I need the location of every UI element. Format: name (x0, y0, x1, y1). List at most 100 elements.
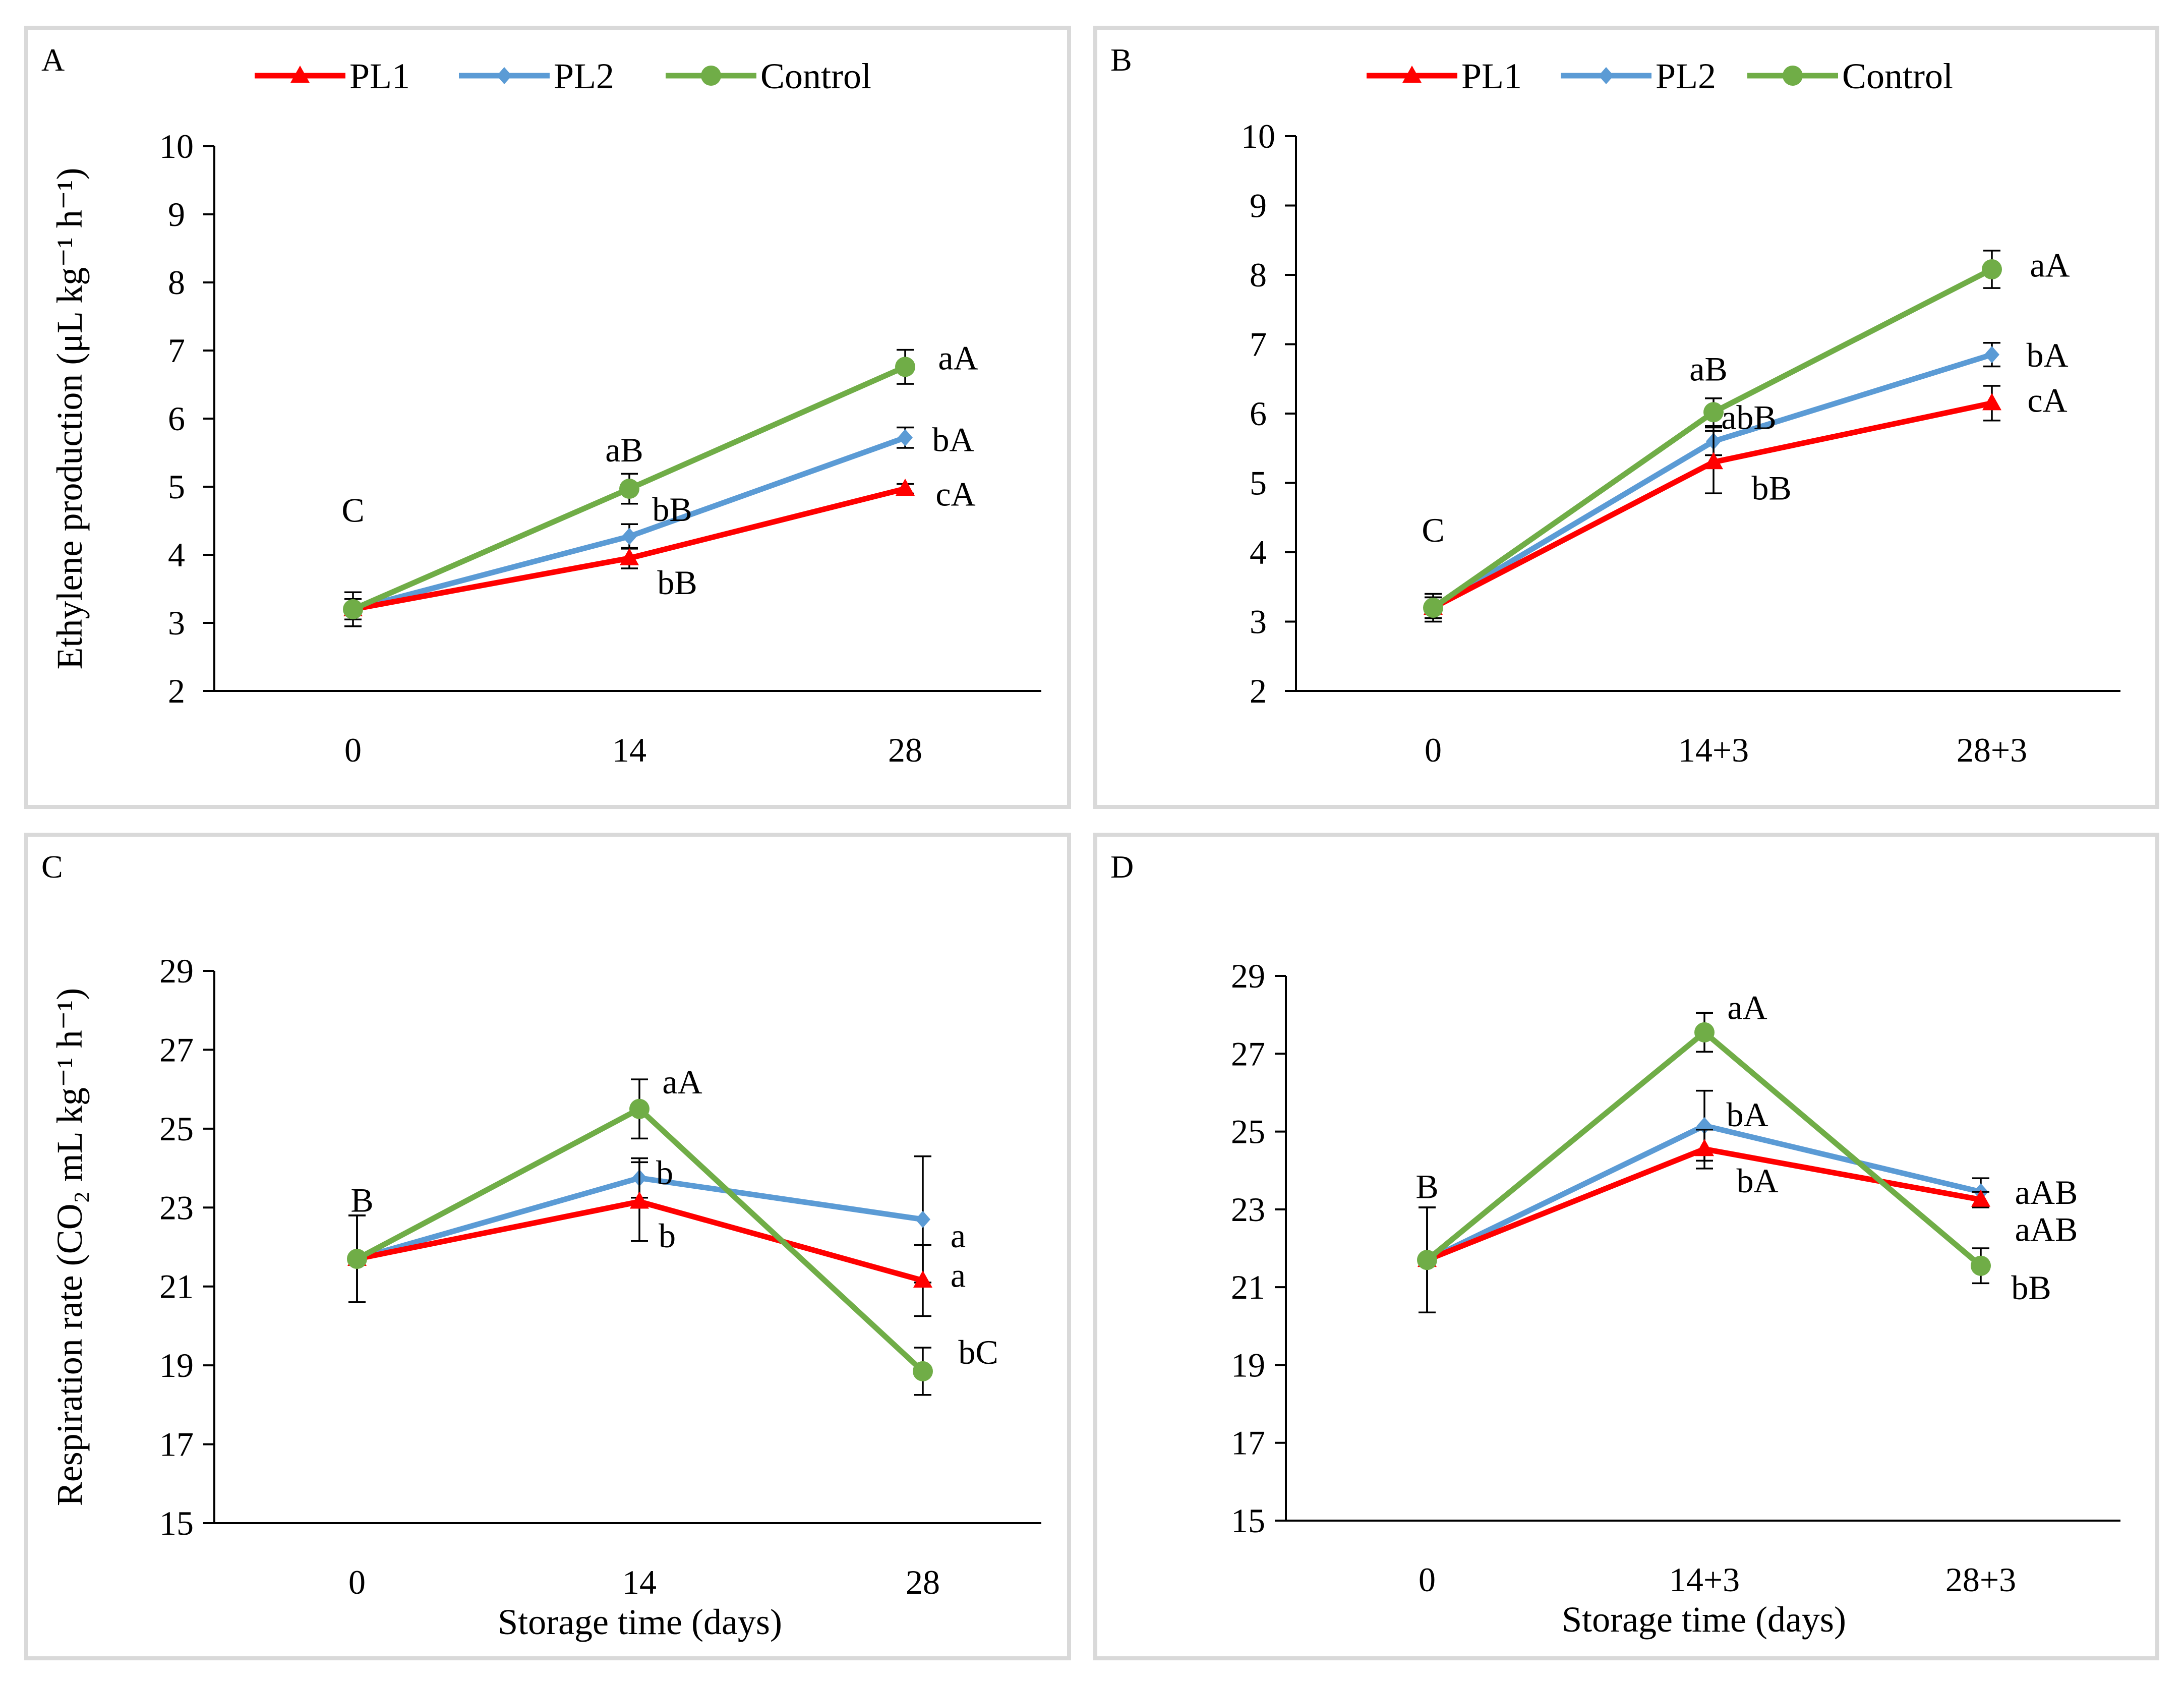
y-tick-label: 8 (168, 263, 185, 302)
y-tick-label: 19 (159, 1346, 194, 1384)
y-tick-label: 15 (159, 1504, 194, 1542)
panel-frame (24, 833, 1071, 1660)
data-point-control (1423, 598, 1443, 618)
legend-label-control: Control (760, 56, 871, 96)
data-point-pl1 (1982, 393, 2001, 411)
y-tick-label: 27 (1231, 1034, 1265, 1073)
x-tick-label: 0 (1419, 1560, 1436, 1599)
panel-letter: C (41, 849, 63, 885)
data-point-pl2 (622, 528, 637, 545)
significance-label: aA (662, 1063, 702, 1101)
series-control (343, 349, 915, 627)
data-point-control (1703, 402, 1724, 423)
data-point-pl1 (1971, 1189, 1990, 1207)
y-tick-label: 25 (159, 1110, 194, 1148)
data-point-control (629, 1098, 650, 1119)
y-axis-title: Ethylene production (μL kg⁻¹ h⁻¹) (49, 168, 90, 670)
panel-letter: D (1110, 849, 1134, 885)
series-pl2 (344, 426, 914, 620)
y-tick-label: 23 (1231, 1190, 1265, 1229)
panel-letter: B (1110, 42, 1132, 78)
significance-label: aB (1689, 350, 1728, 388)
y-axis-title: Respiration rate (CO₂ mL kg⁻¹ h⁻¹) (49, 988, 90, 1506)
chart-panel-c: C 15 17 19 21 23 25 27 29 0 14 28 Respiration rate (… (24, 833, 1071, 1660)
x-tick-label: 28+3 (1957, 731, 2027, 769)
significance-label: bA (1726, 1095, 1768, 1134)
y-tick-label: 15 (1231, 1501, 1265, 1540)
y-tick-label: 21 (159, 1267, 194, 1306)
y-tick-label: 25 (1231, 1113, 1265, 1151)
y-tick-label: 3 (1250, 603, 1267, 641)
y-tick-label: 3 (168, 604, 185, 642)
y-tick-label: 27 (159, 1030, 194, 1069)
data-point-control (1971, 1255, 1991, 1276)
data-point-control (343, 599, 363, 619)
significance-label: abB (1721, 398, 1777, 436)
panel-letter: A (41, 42, 65, 78)
data-point-pl1 (630, 1191, 649, 1209)
data-point-pl1 (913, 1270, 932, 1288)
y-tick-label: 7 (1250, 325, 1267, 364)
x-tick-label: 14 (612, 731, 646, 769)
y-tick-label: 29 (159, 952, 194, 990)
significance-label: bB (1751, 469, 1791, 507)
x-tick-label: 0 (344, 731, 362, 769)
y-tick-label: 7 (168, 331, 185, 370)
legend-marker-circle-icon (701, 66, 721, 86)
data-point-pl1 (1704, 452, 1723, 470)
significance-label: cA (2027, 381, 2067, 420)
legend-label-pl2: PL2 (1656, 56, 1716, 96)
significance-label: aB (605, 431, 643, 469)
data-point-pl1 (896, 479, 915, 496)
significance-label: bB (652, 490, 692, 529)
x-tick-label: 0 (1425, 731, 1442, 769)
y-tick-label: 9 (1250, 187, 1267, 225)
y-tick-label: 8 (1250, 256, 1267, 294)
x-tick-label: 28 (906, 1563, 940, 1601)
significance-label: aA (938, 339, 978, 377)
legend: PL1 PL2 Control (1367, 56, 1953, 96)
significance-label: a (951, 1216, 966, 1255)
significance-label: bA (2026, 336, 2068, 374)
data-point-pl2 (915, 1210, 930, 1228)
data-point-control (619, 479, 639, 499)
significance-label: B (350, 1181, 373, 1220)
y-tick-label: 19 (1231, 1346, 1265, 1384)
x-tick-label: 0 (348, 1563, 366, 1601)
y-tick-label: 17 (159, 1425, 194, 1464)
x-tick-label: 14+3 (1678, 731, 1749, 769)
series-control (347, 1078, 933, 1396)
significance-label: a (951, 1256, 966, 1294)
panel-frame (1093, 26, 2159, 809)
significance-label: aAB (2015, 1210, 2078, 1248)
significance-label: b (659, 1216, 676, 1255)
y-tick-label: 2 (1250, 672, 1267, 710)
y-tick-label: 5 (168, 468, 185, 506)
x-tick-label: 14+3 (1669, 1560, 1740, 1599)
significance-label: B (1415, 1168, 1438, 1206)
data-point-control (895, 357, 915, 377)
x-axis-title: Storage time (days) (1562, 1599, 1846, 1640)
data-point-control (1982, 259, 2002, 279)
y-tick-label: 6 (168, 399, 185, 438)
x-axis-title: Storage time (days) (498, 1602, 782, 1642)
significance-label: bB (2011, 1268, 2051, 1307)
y-tick-label: 5 (1250, 464, 1267, 502)
legend-label-control: Control (1842, 56, 1953, 96)
y-tick-label: 10 (159, 127, 194, 165)
chart-panel-b: B 2 3 4 5 6 7 8 9 10 0 14+3 28+3 PL1 PL2 Control CaB abB b… (1093, 26, 2159, 809)
y-tick-label: 29 (1231, 957, 1265, 995)
series-control (1423, 250, 2002, 623)
y-tick-label: 6 (1250, 394, 1267, 433)
data-point-pl1 (1695, 1139, 1714, 1156)
y-tick-label: 4 (168, 536, 185, 574)
legend-marker-triangle-icon (290, 66, 310, 83)
significance-label: aAB (2015, 1173, 2078, 1211)
chart-panel-a: A 2 3 4 5 6 7 8 9 10 0 14 28 Ethylene production (μL … (24, 26, 1071, 809)
series-control (1417, 1012, 1991, 1314)
legend-label-pl1: PL1 (349, 56, 410, 96)
data-point-pl2 (1984, 346, 1999, 364)
significance-label: bA (1736, 1162, 1778, 1200)
x-tick-label: 28 (888, 731, 922, 769)
legend-marker-diamond-icon (497, 67, 512, 84)
